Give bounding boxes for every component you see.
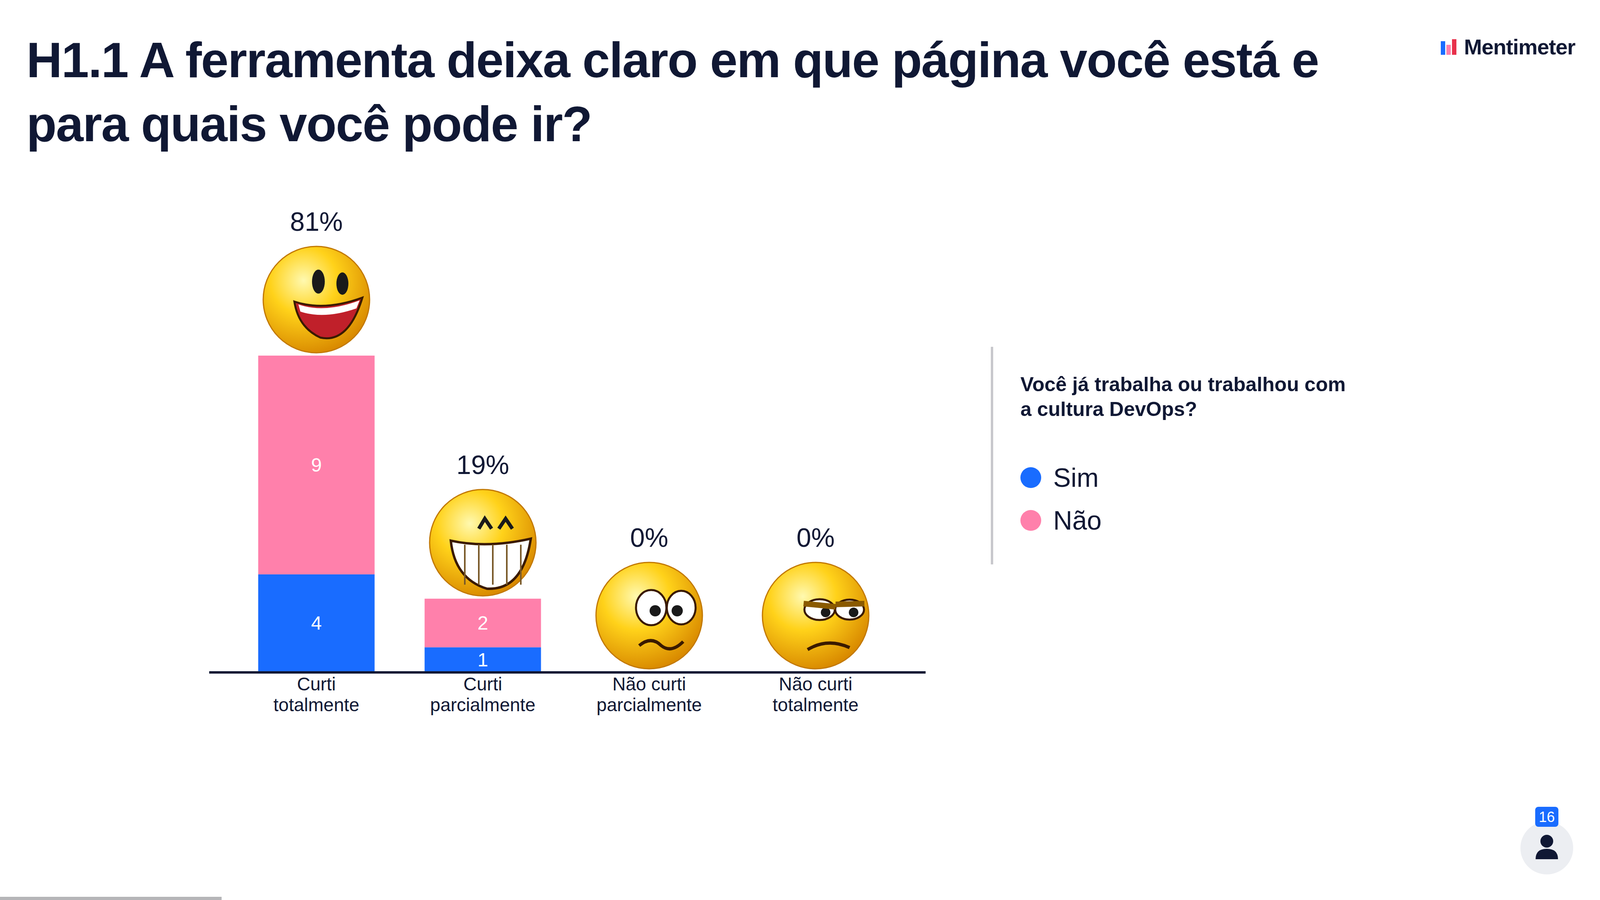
legend-divider [990,346,994,565]
emoji-mouth [807,643,850,650]
brand-logo: Mentimeter [1440,34,1576,59]
percent-label: 19% [456,450,510,480]
legend-label: Sim [1053,462,1099,493]
brand-name: Mentimeter [1464,34,1576,59]
bar-segment [258,355,375,575]
logo-bar [1452,39,1457,55]
emoji-mouth [294,297,363,339]
category-label: Curtitotalmente [273,673,360,716]
emoji-face [762,562,869,669]
person-body [1535,848,1558,860]
legend-swatch [1020,510,1042,531]
emoji-eye [636,590,667,626]
emoji-eye [666,590,696,625]
emoji-eye [498,518,513,529]
category-line: parcialmente [596,694,702,716]
badge-circle [1520,821,1574,875]
emoji-pupil [820,607,831,618]
progress-bar [0,896,222,900]
emoji-eye [336,272,349,295]
logo-bar [1446,44,1451,55]
bars [258,355,542,672]
participants-count: 16 [1538,808,1555,826]
category-line: Não curti [778,673,853,695]
emoji-teeth [298,300,360,315]
data-label: 9 [311,454,322,476]
data-label: 4 [311,612,322,634]
emoji-eye [478,518,492,529]
legend-swatch [1020,467,1042,488]
emoji-tooth [492,544,494,585]
bar-segment [258,574,375,672]
category-line: Não curti [612,673,686,695]
category-line: parcialmente [430,694,536,716]
category-label: Curtiparcialmente [430,673,536,716]
person-head [1540,834,1554,848]
category-line: Curti [296,673,336,695]
emoji-face [429,489,536,596]
emoji-icon [263,246,370,353]
emoji-icon [429,489,536,596]
title: H1.1 A ferramenta deixa claro em que pág… [26,28,1407,156]
emoji-tooth [520,544,522,585]
emoji-tooth [506,544,508,585]
logo-bar [1440,41,1446,55]
percent-label: 0% [796,522,835,553]
category-line: totalmente [273,694,360,716]
bar-segment [424,598,542,648]
participants-badge: 16 [1520,806,1574,875]
emoji-lid [803,603,865,607]
emoji-face [596,562,703,669]
emoji-eye [312,269,325,294]
legend-label: Não [1053,505,1102,536]
category-label: Não curtitotalmente [772,673,859,716]
legend-title: Você já trabalha ou trabalhou com a cult… [1020,372,1349,422]
emoji-tooth [478,544,480,585]
category-label: Não curtiparcialmente [596,673,702,716]
emoji-pupil [671,605,683,617]
category-line: Curti [463,673,502,695]
emoji-pupil [649,605,661,617]
emoji-icon [596,562,703,669]
emoji-mouth [639,640,684,650]
data-label: 1 [477,649,489,671]
percent-label: 81% [290,206,343,237]
percent-label: 0% [630,522,668,553]
x-axis [209,671,926,674]
category-line: totalmente [772,694,859,716]
bar-segment [424,647,542,672]
emoji-face [263,246,370,353]
emoji-mouth [450,538,531,589]
emoji-tooth [464,544,466,585]
emoji-pupil [848,607,859,618]
data-label: 2 [477,612,489,634]
emoji-icon [762,562,869,669]
badge-count-bg [1535,806,1559,827]
